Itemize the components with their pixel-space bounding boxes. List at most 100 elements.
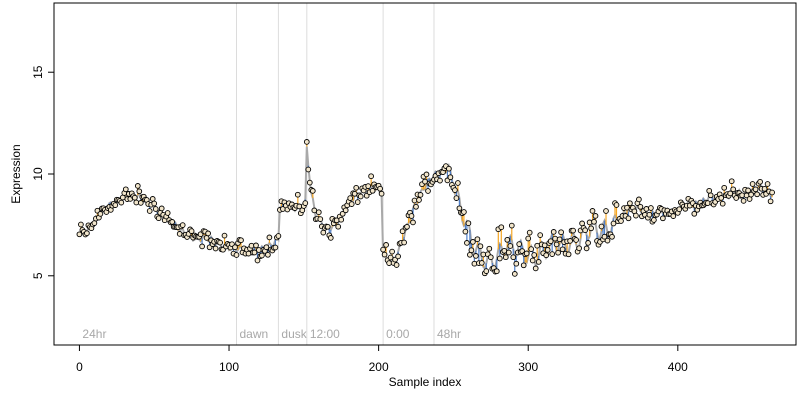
data-point-188 xyxy=(357,193,364,200)
data-point-204 xyxy=(381,251,388,258)
data-point-447 xyxy=(745,187,751,194)
data-point-263 xyxy=(470,239,476,245)
x-tick-label-0: 0 xyxy=(76,360,83,374)
data-point-168 xyxy=(327,235,334,241)
data-point-289 xyxy=(508,222,515,229)
data-point-252 xyxy=(453,195,460,201)
data-point-437 xyxy=(730,186,737,193)
data-point-431 xyxy=(721,184,728,191)
data-point-41 xyxy=(137,200,144,206)
data-point-119 xyxy=(254,257,261,264)
data-point-272 xyxy=(483,268,490,274)
data-point-248 xyxy=(447,174,454,181)
data-point-462 xyxy=(767,198,774,205)
data-point-209 xyxy=(389,248,395,255)
data-point-449 xyxy=(748,191,754,198)
data-point-173 xyxy=(335,223,342,230)
data-point-59 xyxy=(164,210,171,216)
data-point-14 xyxy=(97,211,104,217)
data-point-374 xyxy=(636,196,642,203)
data-point-203 xyxy=(380,246,386,253)
data-point-342 xyxy=(588,225,594,232)
data-point-275 xyxy=(487,254,494,261)
data-point-154 xyxy=(306,179,313,186)
data-point-202 xyxy=(378,190,385,197)
data-point-219 xyxy=(404,223,410,230)
data-point-55 xyxy=(158,205,165,212)
data-point-444 xyxy=(740,198,747,204)
data-point-97 xyxy=(221,232,228,239)
data-point-53 xyxy=(155,215,162,222)
data-point-37 xyxy=(131,194,138,201)
data-point-0 xyxy=(76,231,83,238)
phase-label-1: dawn xyxy=(240,327,269,341)
data-point-299 xyxy=(523,250,530,257)
data-point-265 xyxy=(473,253,479,259)
x-axis-label: Sample index xyxy=(389,375,462,389)
data-point-317 xyxy=(550,229,557,235)
data-point-301 xyxy=(526,229,533,236)
x-tick-label-1: 100 xyxy=(219,360,239,374)
data-point-131 xyxy=(272,244,279,251)
data-point-367 xyxy=(625,215,632,222)
data-point-104 xyxy=(232,244,238,251)
data-point-450 xyxy=(749,181,756,187)
data-point-261 xyxy=(467,251,473,258)
data-point-201 xyxy=(377,185,383,192)
data-point-422 xyxy=(707,192,714,199)
data-point-241 xyxy=(437,177,443,184)
x-tick-label-2: 200 xyxy=(369,360,389,374)
data-point-303 xyxy=(529,257,536,264)
data-point-212 xyxy=(393,262,400,268)
data-point-232 xyxy=(423,171,430,178)
data-point-340 xyxy=(585,240,591,246)
data-point-300 xyxy=(525,235,532,242)
data-point-118 xyxy=(253,242,259,249)
data-point-313 xyxy=(544,247,551,253)
phase-label-0: 24hr xyxy=(82,327,106,341)
data-point-160 xyxy=(315,209,322,216)
data-point-291 xyxy=(511,271,518,277)
data-point-222 xyxy=(408,213,415,219)
data-point-353 xyxy=(604,237,611,244)
data-point-339 xyxy=(583,245,590,252)
data-point-322 xyxy=(558,229,564,236)
data-point-195 xyxy=(368,173,374,180)
phase-label-4: 0:00 xyxy=(386,327,410,341)
data-point-40 xyxy=(136,188,143,195)
data-point-253 xyxy=(455,180,461,186)
data-point-196 xyxy=(369,187,376,194)
data-point-127 xyxy=(266,234,273,241)
data-point-259 xyxy=(464,240,470,246)
data-point-349 xyxy=(598,223,605,230)
data-point-338 xyxy=(582,227,588,234)
data-point-156 xyxy=(309,188,316,194)
data-point-308 xyxy=(537,232,544,238)
data-point-146 xyxy=(294,191,301,198)
data-point-345 xyxy=(592,213,599,219)
data-point-381 xyxy=(646,211,653,218)
data-point-336 xyxy=(579,220,585,227)
data-point-453 xyxy=(754,191,760,198)
data-point-163 xyxy=(320,229,327,236)
data-point-318 xyxy=(552,235,558,242)
data-point-307 xyxy=(535,259,542,265)
data-point-321 xyxy=(556,236,563,243)
data-point-379 xyxy=(643,206,650,212)
data-point-372 xyxy=(633,212,639,219)
data-point-287 xyxy=(505,249,512,256)
data-point-51 xyxy=(152,206,159,212)
data-point-311 xyxy=(541,242,548,249)
data-point-50 xyxy=(151,200,158,207)
data-point-323 xyxy=(559,246,566,253)
data-point-294 xyxy=(516,241,523,247)
data-point-384 xyxy=(651,217,657,223)
data-point-316 xyxy=(549,251,556,257)
phase-label-3: 12:00 xyxy=(310,327,340,341)
data-point-458 xyxy=(761,185,768,192)
data-point-185 xyxy=(353,184,360,191)
data-point-251 xyxy=(452,187,458,193)
data-point-62 xyxy=(169,219,176,225)
data-point-28 xyxy=(118,199,125,206)
